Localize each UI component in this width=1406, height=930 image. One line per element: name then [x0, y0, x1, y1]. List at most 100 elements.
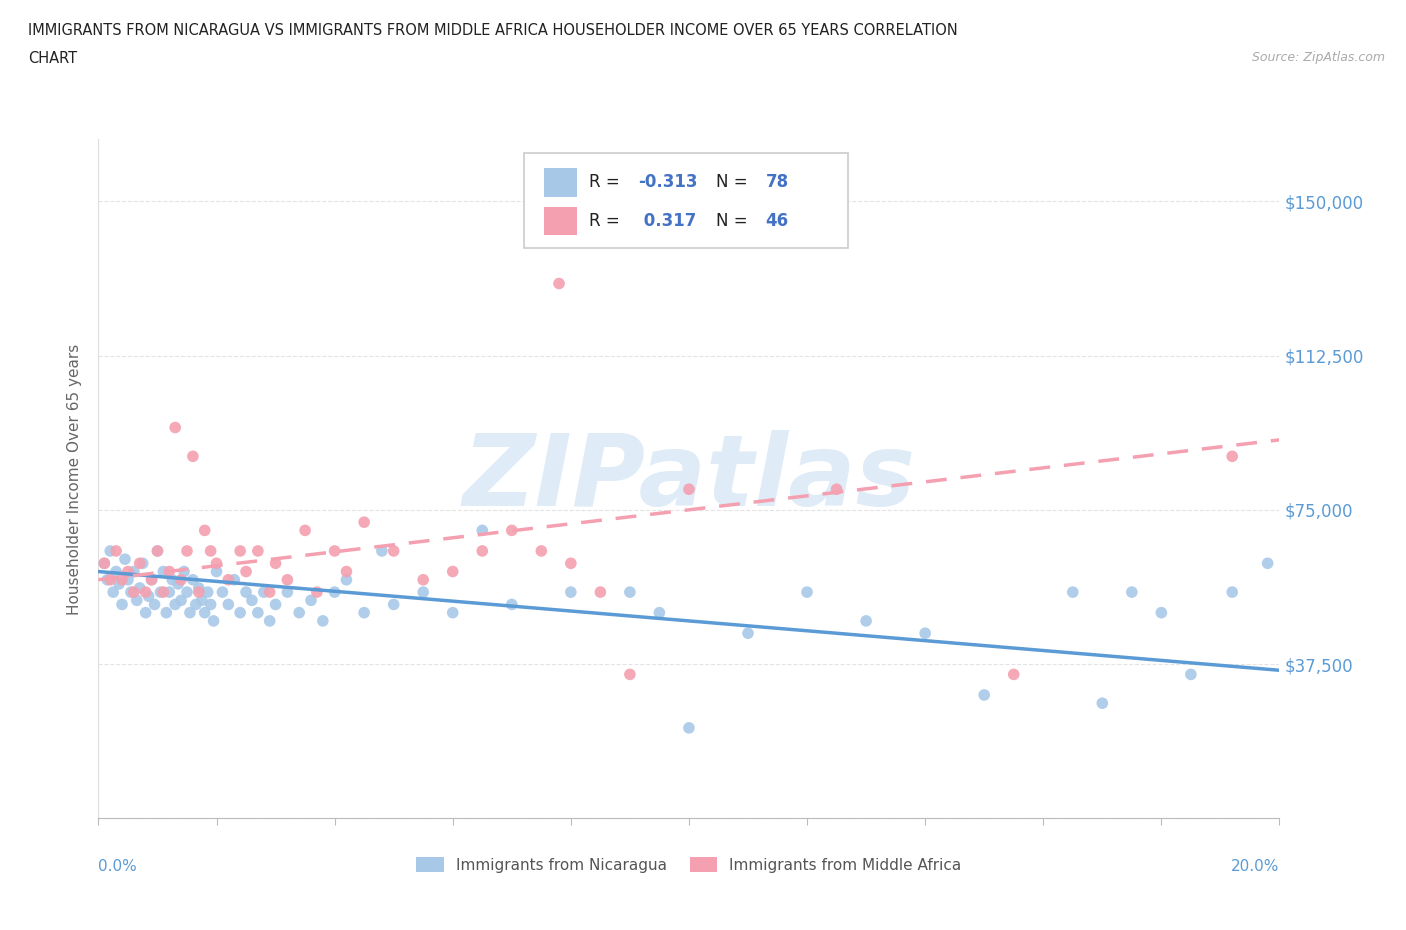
Point — [471, 543, 494, 558]
Point — [224, 572, 246, 587]
Point — [235, 585, 257, 600]
Point — [560, 556, 582, 571]
Point — [264, 556, 287, 571]
Point — [441, 605, 464, 620]
Point — [167, 577, 190, 591]
Point — [202, 614, 225, 629]
Point — [181, 449, 204, 464]
Point — [117, 565, 139, 579]
Point — [165, 420, 187, 435]
Point — [135, 605, 157, 620]
Text: ZIPatlas: ZIPatlas — [463, 431, 915, 527]
Point — [114, 551, 136, 566]
Point — [93, 556, 115, 571]
Point — [229, 605, 252, 620]
Point — [335, 565, 357, 579]
Text: R =: R = — [589, 173, 624, 192]
Point — [619, 667, 641, 682]
Point — [276, 572, 298, 587]
Point — [128, 580, 150, 595]
FancyBboxPatch shape — [544, 206, 576, 235]
Text: N =: N = — [716, 173, 754, 192]
Point — [501, 597, 523, 612]
Point — [441, 565, 464, 579]
Point — [197, 585, 219, 600]
Point — [157, 585, 180, 600]
FancyBboxPatch shape — [544, 168, 576, 196]
Point — [143, 597, 166, 612]
Point — [678, 721, 700, 736]
Point — [294, 523, 316, 538]
Point — [103, 585, 125, 600]
Point — [1091, 696, 1114, 711]
Point — [98, 572, 121, 587]
Point — [184, 597, 207, 612]
Point — [382, 543, 405, 558]
Point — [205, 556, 228, 571]
Point — [412, 572, 434, 587]
Point — [217, 572, 239, 587]
Point — [165, 597, 187, 612]
Point — [162, 572, 183, 587]
Point — [211, 585, 233, 600]
Point — [560, 585, 582, 600]
Point — [619, 585, 641, 600]
Point — [914, 626, 936, 641]
Point — [105, 543, 128, 558]
Point — [973, 687, 995, 702]
Point — [796, 585, 818, 600]
Point — [235, 565, 257, 579]
Point — [93, 556, 115, 571]
Point — [125, 593, 148, 608]
Text: 20.0%: 20.0% — [1232, 859, 1279, 874]
Point — [141, 572, 163, 587]
Point — [412, 585, 434, 600]
Point — [288, 605, 311, 620]
Point — [312, 614, 335, 629]
Point — [382, 597, 405, 612]
Point — [152, 565, 174, 579]
FancyBboxPatch shape — [523, 153, 848, 248]
Point — [105, 565, 128, 579]
Point — [170, 572, 193, 587]
Point — [259, 614, 281, 629]
Y-axis label: Householder Income Over 65 years: Householder Income Over 65 years — [67, 343, 83, 615]
Point — [246, 543, 269, 558]
Point — [530, 543, 553, 558]
Point — [141, 572, 163, 587]
Point — [264, 597, 287, 612]
Point — [111, 597, 134, 612]
Point — [678, 482, 700, 497]
Text: 46: 46 — [766, 212, 789, 230]
Text: R =: R = — [589, 212, 624, 230]
Point — [120, 585, 142, 600]
Point — [335, 572, 357, 587]
Point — [200, 543, 222, 558]
Point — [240, 593, 263, 608]
Point — [146, 543, 169, 558]
Text: CHART: CHART — [28, 51, 77, 66]
Point — [108, 577, 131, 591]
Point — [191, 593, 214, 608]
Point — [122, 585, 145, 600]
Point — [648, 605, 671, 620]
Point — [253, 585, 276, 600]
Point — [1220, 449, 1243, 464]
Point — [128, 556, 150, 571]
Point — [96, 572, 118, 587]
Point — [1180, 667, 1202, 682]
Point — [149, 585, 172, 600]
Point — [122, 565, 145, 579]
Text: -0.313: -0.313 — [638, 173, 697, 192]
Text: 78: 78 — [766, 173, 789, 192]
Point — [170, 593, 193, 608]
Point — [117, 572, 139, 587]
Point — [276, 585, 298, 600]
Point — [187, 580, 209, 595]
Point — [135, 585, 157, 600]
Point — [179, 605, 201, 620]
Point — [194, 523, 217, 538]
Point — [205, 565, 228, 579]
Point — [323, 585, 346, 600]
Point — [825, 482, 848, 497]
